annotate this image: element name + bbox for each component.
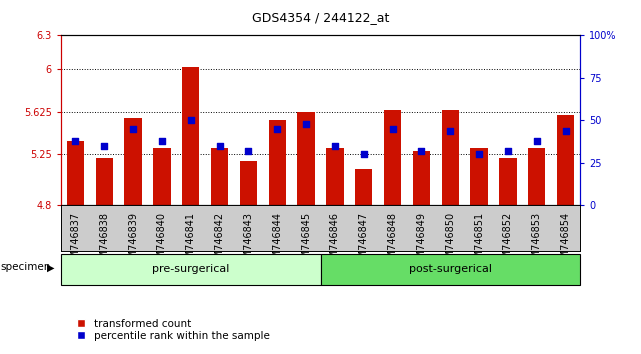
Point: [71, 138, 81, 144]
Text: GSM746850: GSM746850: [445, 212, 455, 272]
Text: GSM746851: GSM746851: [474, 212, 484, 272]
Point: [330, 143, 340, 149]
FancyBboxPatch shape: [320, 254, 580, 285]
Text: GSM746843: GSM746843: [244, 212, 253, 271]
Text: GSM746844: GSM746844: [272, 212, 282, 271]
Point: [359, 152, 369, 157]
Bar: [96, 158, 113, 205]
Bar: [269, 120, 286, 205]
Bar: [442, 110, 459, 205]
Text: pre-surgerical: pre-surgerical: [152, 264, 229, 274]
Bar: [153, 148, 171, 205]
Text: GSM746845: GSM746845: [301, 212, 311, 272]
Point: [214, 143, 225, 149]
Bar: [355, 169, 372, 205]
Text: GDS4354 / 244122_at: GDS4354 / 244122_at: [252, 11, 389, 24]
Point: [503, 148, 513, 154]
Bar: [326, 148, 344, 205]
Text: specimen: specimen: [1, 262, 51, 272]
Text: GSM746847: GSM746847: [359, 212, 369, 272]
Text: GSM746840: GSM746840: [157, 212, 167, 271]
Text: GSM746837: GSM746837: [71, 212, 80, 272]
Point: [474, 152, 485, 157]
Bar: [528, 148, 545, 205]
Bar: [499, 158, 517, 205]
Bar: [211, 148, 228, 205]
Point: [244, 148, 254, 154]
Bar: [67, 141, 84, 205]
Point: [445, 128, 455, 133]
Text: GSM746839: GSM746839: [128, 212, 138, 271]
Bar: [413, 151, 430, 205]
Point: [186, 118, 196, 123]
Bar: [124, 118, 142, 205]
Bar: [384, 110, 401, 205]
Point: [157, 138, 167, 144]
Point: [128, 126, 138, 132]
Bar: [240, 161, 257, 205]
Text: GSM746853: GSM746853: [532, 212, 542, 272]
Point: [301, 121, 312, 127]
Text: GSM746852: GSM746852: [503, 212, 513, 272]
Bar: [470, 148, 488, 205]
Point: [417, 148, 427, 154]
Legend: transformed count, percentile rank within the sample: transformed count, percentile rank withi…: [66, 315, 274, 345]
Text: GSM746849: GSM746849: [417, 212, 426, 271]
Text: GSM746848: GSM746848: [388, 212, 397, 271]
Point: [560, 128, 571, 133]
Point: [272, 126, 283, 132]
Text: GSM746838: GSM746838: [99, 212, 109, 271]
Text: post-surgerical: post-surgerical: [409, 264, 492, 274]
FancyBboxPatch shape: [61, 254, 320, 285]
Point: [387, 126, 397, 132]
Point: [532, 138, 542, 144]
Text: GSM746842: GSM746842: [215, 212, 224, 272]
Text: GSM746846: GSM746846: [330, 212, 340, 271]
Bar: [182, 67, 199, 205]
Bar: [297, 112, 315, 205]
Text: GSM746854: GSM746854: [561, 212, 570, 272]
Text: GSM746841: GSM746841: [186, 212, 196, 271]
Point: [99, 143, 109, 149]
Text: ▶: ▶: [47, 262, 54, 272]
Bar: [557, 115, 574, 205]
